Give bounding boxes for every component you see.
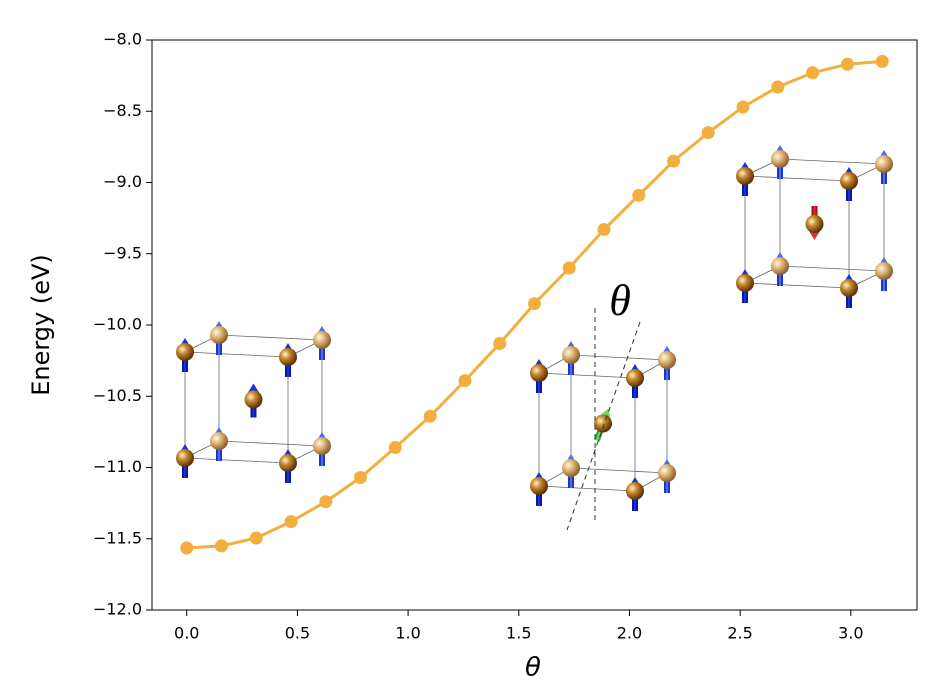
data-point: [215, 539, 229, 553]
cell-edge: [538, 372, 636, 379]
cell-edge: [218, 440, 323, 447]
atom: [736, 274, 754, 292]
atom: [176, 449, 194, 467]
atom: [771, 257, 789, 275]
data-point: [701, 126, 715, 140]
x-tick-label: 2.5: [727, 624, 752, 643]
data-point: [667, 154, 681, 168]
data-point: [354, 470, 368, 484]
data-point: [284, 515, 298, 529]
data-point: [736, 100, 750, 114]
atom: [626, 482, 644, 500]
y-tick-label: −12.0: [93, 600, 142, 619]
cell-edge: [538, 485, 636, 492]
y-axis-label: Energy (eV): [27, 254, 55, 396]
atom: [176, 343, 194, 361]
x-tick-label: 0.5: [285, 624, 310, 643]
atom: [244, 390, 263, 409]
plot-frame: [151, 39, 918, 611]
atom: [658, 464, 676, 482]
atom: [562, 346, 580, 364]
cell-edge: [779, 265, 885, 272]
atom: [771, 150, 789, 168]
atom: [875, 262, 893, 280]
atom: [840, 279, 858, 297]
atom: [313, 437, 331, 455]
atom: [530, 477, 548, 495]
x-tick-label: 1.5: [506, 624, 531, 643]
data-point: [458, 374, 472, 388]
y-tick-label: −9.5: [103, 243, 142, 262]
atom: [210, 326, 228, 344]
x-tick-label: 3.0: [838, 624, 863, 643]
data-point: [493, 337, 507, 351]
data-point: [597, 223, 611, 237]
y-tick-label: −10.5: [93, 386, 142, 405]
x-tick-label: 1.0: [395, 624, 420, 643]
data-point: [806, 66, 820, 80]
data-point: [875, 54, 889, 68]
y-tick-label: −11.5: [93, 528, 142, 547]
atom: [736, 167, 754, 185]
y-tick-label: −9.0: [103, 172, 142, 191]
x-tick-label: 2.0: [617, 624, 642, 643]
y-tick-label: −8.5: [103, 101, 142, 120]
data-point: [423, 409, 437, 423]
data-point: [180, 541, 194, 555]
cell-edge: [184, 351, 289, 358]
x-tick-label: 0.0: [174, 624, 199, 643]
atom: [279, 348, 297, 366]
atom: [840, 172, 858, 190]
atom: [530, 364, 548, 382]
x-axis-label: θ: [525, 653, 541, 683]
atom: [805, 215, 824, 233]
y-tick-label: −8.0: [103, 30, 142, 49]
atom: [658, 351, 676, 369]
atom: [313, 331, 331, 349]
cell-edge: [184, 457, 289, 464]
data-point: [319, 495, 333, 509]
y-tick-label: −11.0: [93, 457, 142, 476]
data-point: [632, 188, 646, 202]
cell-edge: [570, 467, 668, 474]
cell-edge: [744, 175, 850, 182]
cell-edge: [570, 354, 668, 361]
cell-edge: [744, 282, 850, 289]
insets: [176, 145, 893, 531]
y-tick-label: −10.0: [93, 315, 142, 334]
data-point: [528, 297, 541, 311]
angle-annotation: θ: [609, 276, 631, 325]
atom: [562, 459, 580, 477]
data-point: [249, 531, 263, 545]
data-point: [388, 441, 402, 455]
cell-edge: [779, 158, 885, 165]
atom: [210, 432, 228, 450]
atom: [594, 414, 612, 433]
cell-edge: [218, 334, 323, 341]
dashed-guide: [566, 321, 641, 531]
data-point: [771, 80, 785, 94]
data-point: [840, 57, 854, 71]
atom: [626, 369, 644, 387]
atom: [279, 454, 297, 472]
data-point: [562, 261, 576, 275]
atom: [875, 155, 893, 173]
